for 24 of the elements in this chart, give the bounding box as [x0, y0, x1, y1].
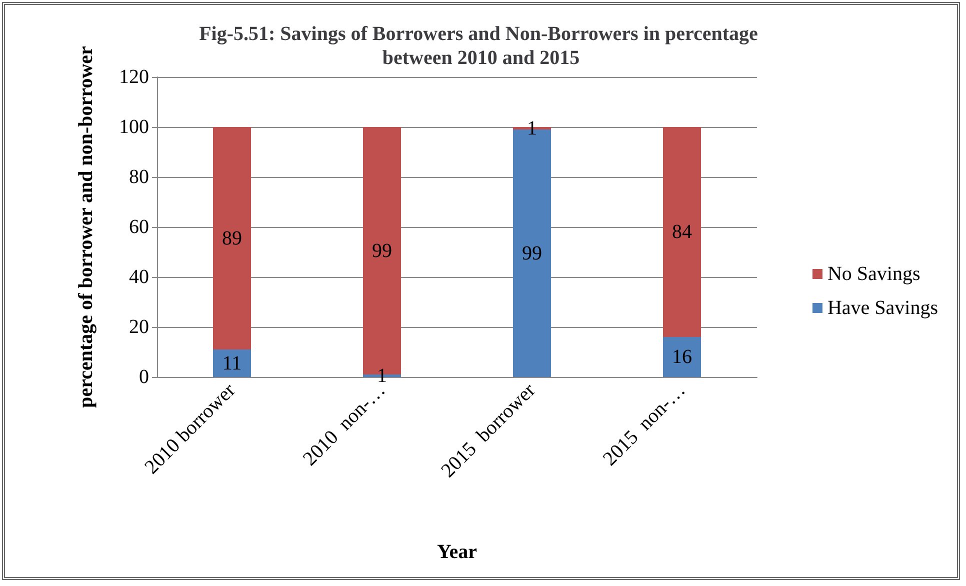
data-label: 1 — [527, 117, 537, 140]
y-tick-label: 120 — [119, 66, 149, 88]
data-label: 99 — [522, 242, 542, 264]
data-label: 89 — [222, 227, 242, 250]
data-label: 16 — [672, 346, 692, 368]
y-tick-label: 40 — [129, 266, 149, 288]
data-label: 99 — [372, 240, 392, 262]
y-tick-label: 80 — [129, 166, 149, 188]
legend-label: No Savings — [827, 263, 920, 285]
y-tick-label: 60 — [129, 216, 149, 238]
chart-title: Fig-5.51: Savings of Borrowers and Non-Borrowers in percentage between 2010 and 2015 — [199, 23, 763, 69]
x-axis-title: Year — [437, 541, 478, 563]
y-tick-label: 0 — [139, 366, 149, 388]
data-label: 84 — [672, 221, 692, 243]
bar — [663, 127, 701, 337]
bar — [663, 337, 701, 377]
legend-label: Have Savings — [827, 297, 938, 319]
bar — [213, 127, 251, 350]
y-tick-label: 20 — [129, 316, 149, 338]
data-label: 1 — [377, 364, 387, 387]
data-label: 11 — [222, 352, 242, 374]
y-tick-label: 100 — [119, 116, 149, 138]
y-axis-title: percentage of borrower and non-borrower — [75, 46, 97, 408]
bar — [213, 350, 251, 377]
